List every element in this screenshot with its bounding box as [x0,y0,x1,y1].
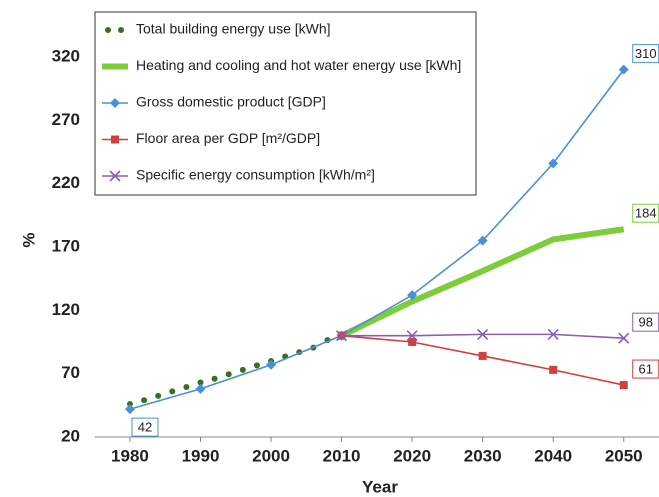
dot [183,383,190,390]
dot [155,392,162,399]
value-label: 184 [635,206,657,221]
diamond-marker [548,158,559,169]
value-label-box [131,417,159,437]
diamond-marker [195,383,206,394]
series-line [341,334,624,386]
value-label: 61 [638,361,652,376]
plot-area: 20 70 120 170 220 270 320 1980 1990 2000 2010 2020 2… [52,44,659,465]
value-label: 310 [635,46,657,61]
y-tick-label: 270 [52,110,80,129]
cross-marker [547,328,559,340]
cross-marker [406,330,418,342]
square-marker [549,365,558,374]
x-tick-label: 2050 [605,446,643,465]
diamond-marker [477,235,488,246]
cross-marker [618,332,630,344]
legend-marker [110,98,120,108]
square-marker [478,351,487,360]
square-marker [619,381,628,390]
legend-dot [105,27,111,33]
x-tick-label: 1980 [111,446,149,465]
legend-marker [111,135,119,144]
legend-label: Floor area per GDP [m²/GDP] [136,130,320,146]
cross-marker [336,330,348,342]
series-line [340,226,625,339]
value-label: 42 [138,420,152,435]
x-tick-label: 1990 [182,446,220,465]
y-tick-label: 220 [52,173,80,192]
legend-label: Specific energy consumption [kWh/m²] [136,167,375,183]
legend-dot [118,27,124,33]
dot [126,401,133,408]
diamond-marker [124,404,135,415]
legend-label: Heating and cooling and hot water energy… [136,57,461,73]
dot [211,375,218,382]
y-tick-label: 170 [52,236,80,255]
diamond-marker [266,359,277,370]
x-tick-label: 2020 [393,446,431,465]
x-tick-label: 2040 [534,446,572,465]
cross-marker [477,328,489,340]
y-tick-label: 320 [52,46,80,65]
legend-marker [109,170,121,182]
dot [141,397,148,404]
y-axis-label: % [19,232,38,247]
diamond-marker [618,64,629,75]
x-tick-label: 2000 [252,446,290,465]
value-label: 98 [638,315,652,330]
dot [225,371,232,378]
dot [239,366,246,373]
series-line [129,69,625,410]
legend-label: Total building energy use [kWh] [136,21,331,37]
y-tick-label: 120 [52,300,80,319]
square-marker [408,337,417,346]
diamond-marker [407,290,418,301]
dot [253,362,260,369]
y-tick-label: 20 [61,426,80,445]
dot [197,379,204,386]
x-tick-label: 2030 [464,446,502,465]
legend-box [94,11,477,196]
x-axis-label: Year [362,477,398,496]
dot [169,388,176,395]
y-tick-label: 70 [61,363,80,382]
x-tick-label: 2010 [323,446,361,465]
legend-label: Gross domestic product [GDP] [136,94,326,110]
